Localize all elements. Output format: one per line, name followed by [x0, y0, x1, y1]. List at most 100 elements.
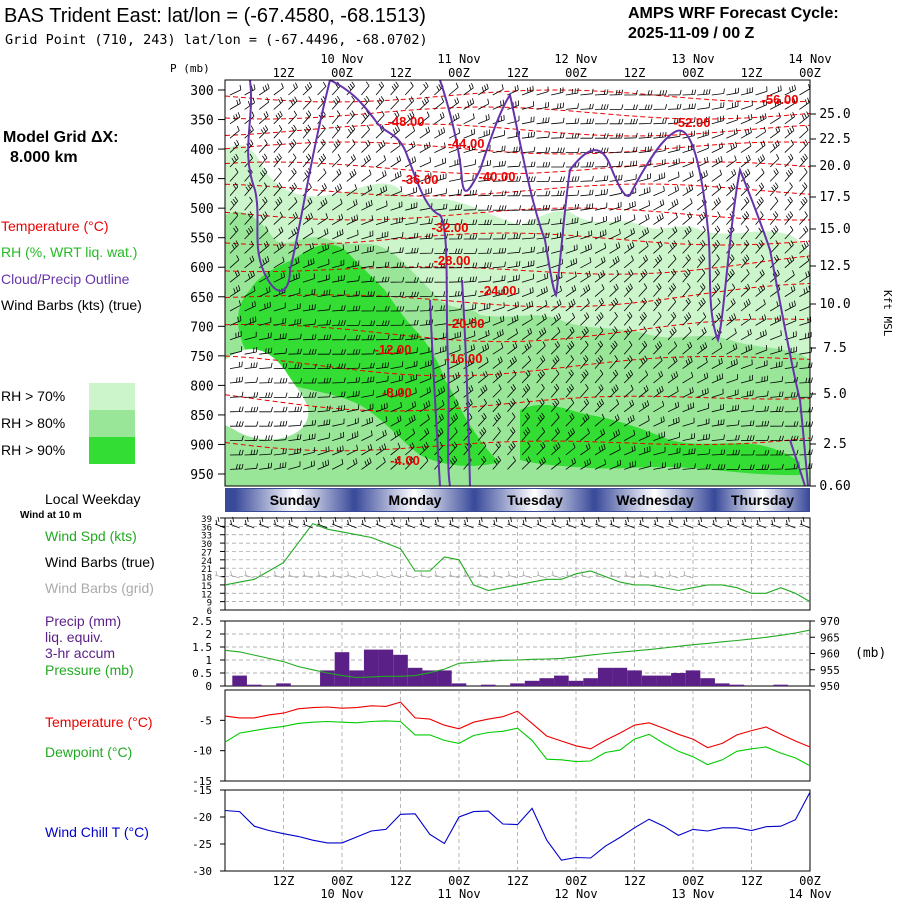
wind-barb: [799, 285, 811, 297]
wind-barb: [346, 81, 355, 96]
wind-barb: [521, 161, 536, 168]
wind-barb: [740, 344, 753, 355]
wind-barb: [434, 345, 447, 355]
wind-barb: [696, 327, 707, 341]
wind-barb: [521, 246, 535, 254]
wind-barb: [521, 341, 532, 355]
wind-barb: [463, 83, 474, 96]
wind-barb: [682, 387, 694, 398]
wind-barb: [259, 362, 273, 369]
wind-barb: [770, 376, 784, 384]
wind-barb: [288, 227, 299, 240]
wind-barb: [390, 232, 404, 240]
wind-barb: [448, 97, 460, 110]
wind-barb: [551, 272, 563, 283]
wind-barb: [302, 334, 317, 341]
wind-barb: [288, 434, 302, 441]
bottom-date-label: 14 Nov: [788, 887, 831, 900]
wind-barb: [667, 240, 677, 254]
wind-barb: [726, 449, 740, 456]
y-tick-label: -10: [192, 745, 212, 758]
wind-barb: [755, 168, 765, 182]
wind-barb: [609, 444, 621, 456]
wind-barb: [258, 111, 269, 125]
wind-barb: [755, 375, 769, 384]
wind-barb: [536, 204, 551, 211]
precip-bar: [480, 684, 496, 686]
wind-barb: [624, 146, 638, 153]
wind-barb: [478, 175, 492, 182]
wind-barb: [492, 370, 503, 384]
wind-barb: [463, 441, 472, 456]
wind-barb-grid: [375, 570, 386, 579]
wind-barb: [755, 420, 770, 427]
wind-barb: [521, 456, 531, 470]
wind-barb: [492, 190, 507, 197]
wind-barb: [667, 416, 680, 427]
wind-barb: [638, 355, 648, 369]
wind-barb: [463, 113, 475, 125]
wind-barb: [697, 129, 710, 139]
wind-barb: [711, 419, 725, 427]
wind-barb: [361, 154, 371, 168]
wind-barb: [375, 291, 390, 297]
wind-barb: [259, 347, 273, 355]
wind-barb: [594, 89, 609, 96]
wind-barb: [521, 412, 531, 427]
rh90-area: [238, 244, 500, 466]
wind-barb: [609, 414, 620, 427]
wind-barb: [346, 377, 361, 384]
wind-barb: [623, 241, 635, 254]
wind-barb: [332, 431, 345, 441]
wind-barb-grid: [463, 570, 474, 579]
wind-barb: [623, 369, 634, 384]
wind-barb: [404, 111, 415, 125]
wind-barb: [740, 100, 753, 110]
wind-barb: [784, 153, 794, 168]
wind-barb: [448, 455, 458, 470]
top-hour-label: 00Z: [565, 66, 587, 80]
wind-barb: [288, 182, 297, 197]
wind-barb: [244, 270, 255, 283]
wind-barb: [580, 312, 590, 326]
wind-barb: [740, 435, 755, 441]
temperature-contour: [224, 161, 811, 175]
wind-barb-true: [258, 516, 270, 529]
legend-temperature: Temperature (°C): [1, 218, 109, 234]
wind-barb: [682, 226, 692, 240]
top-hour-label: 12Z: [273, 66, 295, 80]
wind-barb: [478, 190, 492, 197]
wind-barb: [244, 225, 254, 240]
precip-bar: [685, 670, 701, 686]
wind-barb: [346, 110, 355, 125]
wind-barb: [332, 458, 344, 470]
wind-barb: [361, 245, 374, 254]
bottom-hour-label: 00Z: [448, 874, 470, 888]
y-tick-label: 1.5: [192, 641, 212, 654]
precip-bar: [451, 683, 467, 686]
cross-section-panel: -56.00 -52.00 -48.00 -44.00 -40.00 -36.00 -32.…: [224, 79, 814, 487]
wind-barb: [478, 248, 492, 254]
wind-barb: [521, 327, 533, 341]
wind-barb: [229, 391, 244, 398]
precip-bar: [729, 684, 745, 686]
wind-barb: [346, 199, 358, 211]
wind-barb: [259, 317, 272, 326]
pressure-tick-label: 500: [190, 202, 213, 217]
wind-barb: [565, 369, 574, 384]
temperature-contour-label: -32.00: [432, 220, 469, 235]
wind-barb: [273, 271, 285, 283]
wind-barb: [769, 211, 779, 225]
wind-barb: [390, 201, 403, 211]
wind-barb: [259, 301, 271, 312]
top-hour-labels: 12Z 00Z 12Z 00Z 12Z 00Z 12Z 00Z 12Z 00Z: [273, 66, 821, 80]
wind-barb: [565, 217, 579, 225]
wind-barb: [711, 239, 720, 254]
wind-barb: [696, 357, 708, 369]
wind-barb: [667, 371, 679, 384]
wind-barb: [375, 429, 387, 441]
wind-barb: [390, 306, 405, 312]
wind-barb: [551, 132, 565, 139]
top-hour-label: 00Z: [682, 66, 704, 80]
wind-barb: [536, 147, 551, 153]
